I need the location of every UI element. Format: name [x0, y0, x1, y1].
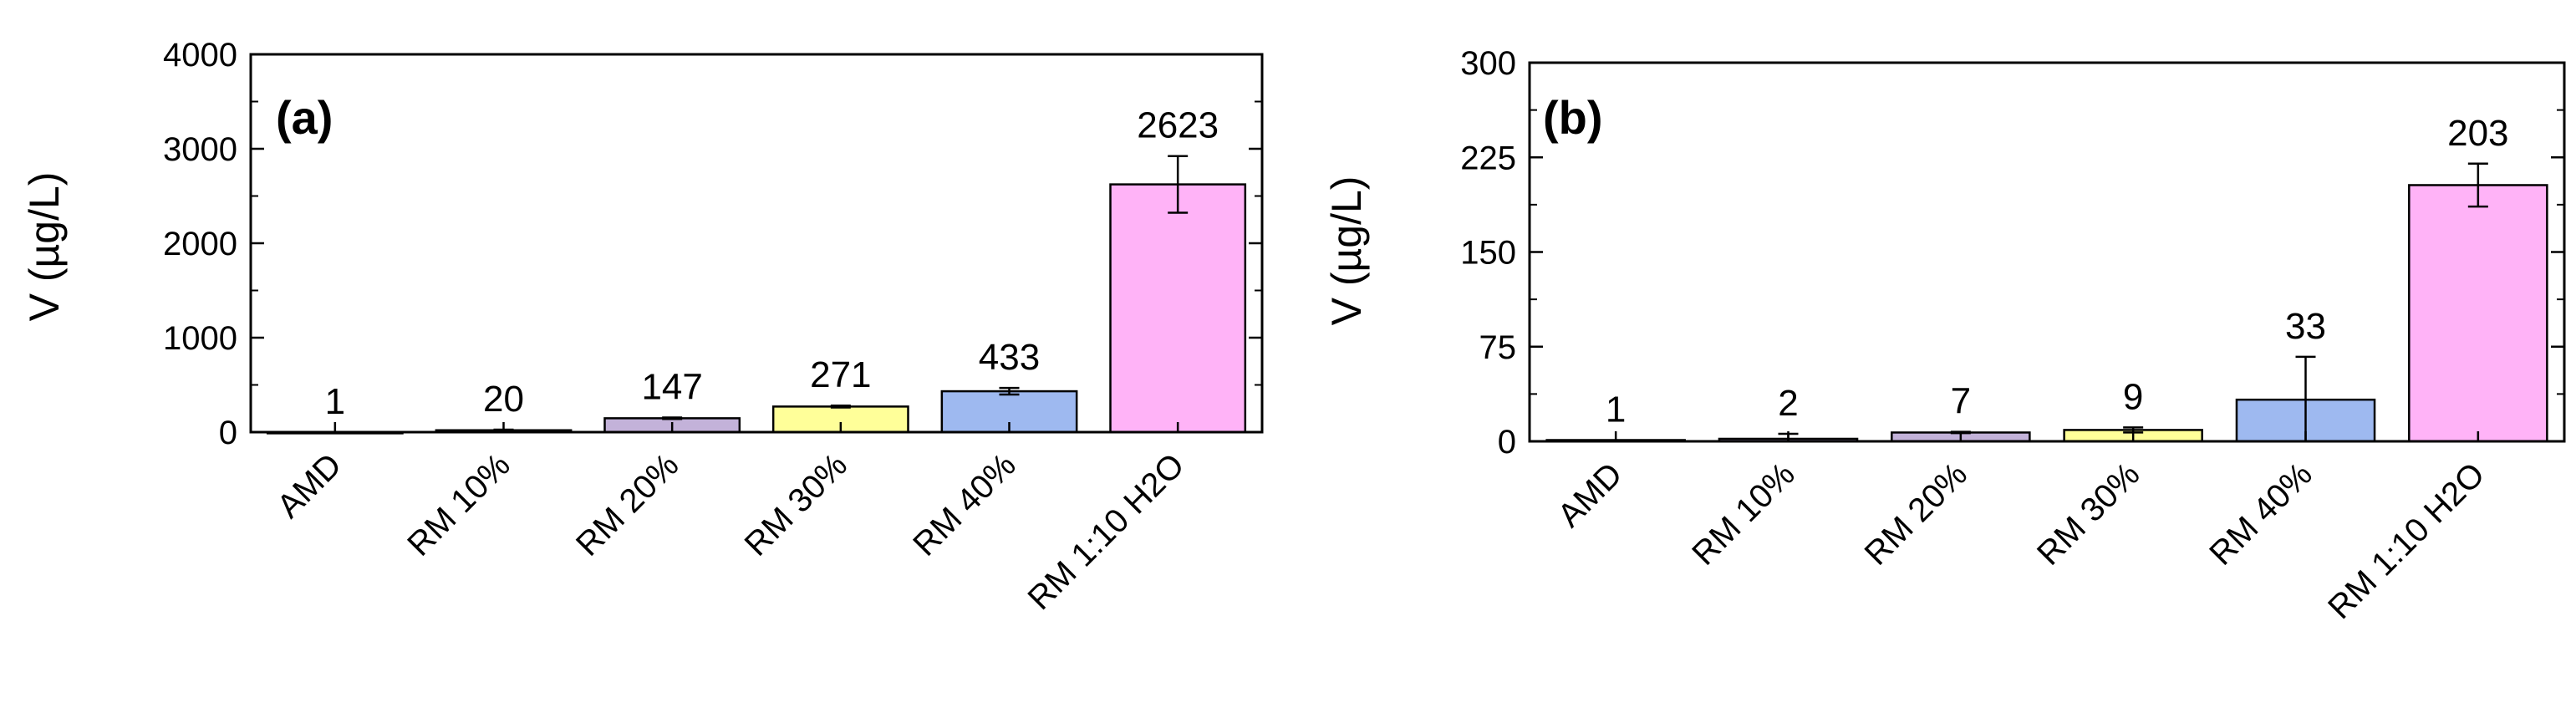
plot-frame-a: [249, 53, 1264, 434]
category-label-a-3: RM 30%: [738, 446, 855, 563]
panel-label-b: (b): [1543, 91, 1603, 144]
category-label-b-2: RM 20%: [1858, 456, 1975, 573]
chart-panel-a: V (µg/L) (a) 1 AMD 20 RM 10% 147 RM 20% 271 RM …: [21, 37, 1264, 617]
category-label-a-2: RM 20%: [569, 446, 686, 563]
value-label-a-4: 433: [979, 337, 1040, 378]
category-label-a-1: RM 10%: [400, 446, 517, 563]
category-label-b-0: AMD: [1551, 456, 1630, 534]
category-label-a-5: RM 1:10 H2O: [1021, 446, 1192, 617]
category-label-b-5: RM 1:10 H2O: [2321, 456, 2492, 626]
chart-panel-b: V (µg/L) (b) 1 AMD 2 RM 10% 7 RM 20% 9 RM 30% 33…: [1323, 45, 2566, 626]
y-tick-label-b-2: 150: [1460, 235, 1516, 272]
y-tick-label-b-1: 75: [1479, 329, 1517, 366]
panel-label-a: (a): [276, 91, 333, 144]
category-label-b-1: RM 10%: [1685, 456, 1802, 573]
bar-b-5: [2408, 184, 2548, 443]
y-axis-label-a: V (µg/L): [21, 172, 68, 322]
y-tick-label-b-0: 0: [1498, 424, 1516, 461]
y-tick-label-a-2: 2000: [163, 226, 237, 262]
value-label-b-3: 9: [2123, 376, 2143, 417]
plot-frame-b: [1528, 61, 2566, 443]
value-label-a-2: 147: [641, 366, 702, 407]
category-label-b-3: RM 30%: [2030, 456, 2147, 573]
y-tick-label-b-4: 300: [1460, 45, 1516, 82]
y-axis-label-b: V (µg/L): [1323, 176, 1370, 326]
y-tick-label-a-0: 0: [219, 415, 237, 451]
category-label-b-4: RM 40%: [2202, 456, 2319, 573]
bar-a-5: [1109, 183, 1247, 434]
value-label-a-1: 20: [483, 379, 524, 420]
value-label-a-5: 2623: [1137, 105, 1219, 146]
value-label-b-2: 7: [1951, 381, 1971, 422]
value-label-b-1: 2: [1778, 383, 1798, 424]
y-tick-label-a-4: 4000: [163, 37, 237, 74]
value-label-b-5: 203: [2447, 113, 2508, 154]
value-label-a-0: 1: [325, 381, 345, 422]
value-label-b-0: 1: [1606, 389, 1626, 430]
y-tick-label-a-3: 3000: [163, 131, 237, 168]
value-label-b-4: 33: [2285, 306, 2326, 347]
y-tick-label-a-1: 1000: [163, 320, 237, 357]
y-tick-label-b-3: 225: [1460, 140, 1516, 176]
value-label-a-3: 271: [810, 354, 871, 395]
category-label-a-4: RM 40%: [906, 446, 1023, 563]
category-label-a-0: AMD: [270, 446, 349, 525]
